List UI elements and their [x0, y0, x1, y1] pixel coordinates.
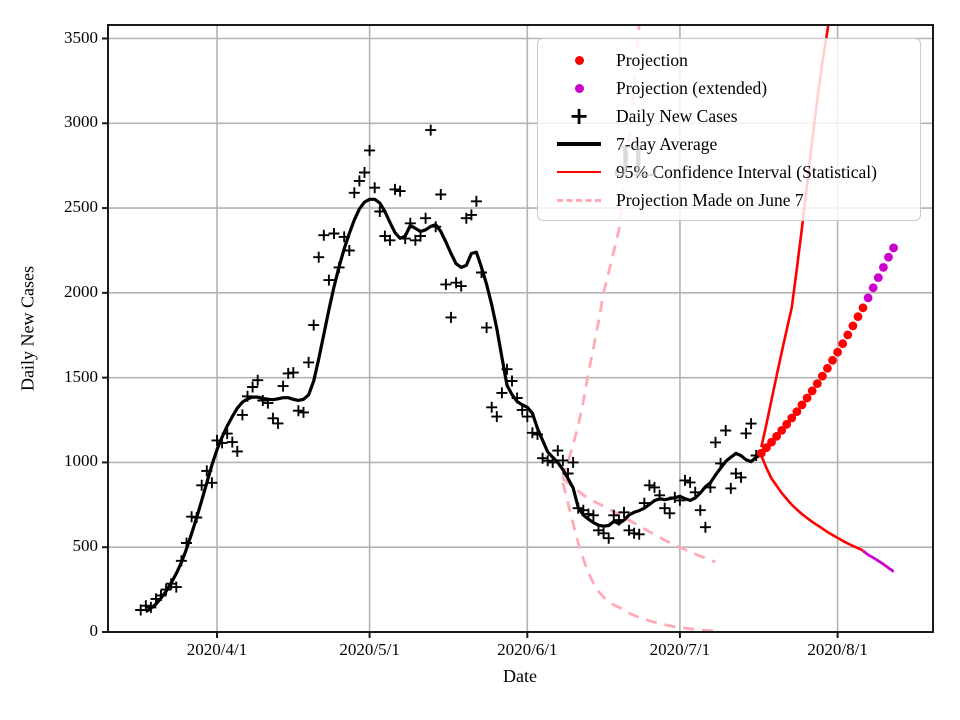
legend-item-confidence-interval: 95% Confidence Interval (Statistical) [538, 158, 920, 186]
y-tick-label: 1500 [64, 366, 98, 386]
legend-item-june7-projection: Projection Made on June 7 [538, 186, 920, 214]
legend-label: 95% Confidence Interval (Statistical) [616, 161, 877, 182]
series-ci-lower [760, 455, 864, 552]
legend-label: Projection [616, 49, 688, 70]
x-tick-label: 2020/5/1 [339, 640, 400, 659]
axes-spines [107, 24, 934, 633]
legend-item-7day-average: 7-day Average [538, 130, 920, 158]
series-june7-lower-ci [561, 482, 716, 632]
pink-dashed-line-icon [550, 198, 608, 202]
legend: Projection Projection (extended) + Daily… [537, 38, 921, 221]
series-projection [756, 303, 868, 458]
y-tick-label: 2000 [64, 281, 98, 301]
black-line-icon [550, 142, 608, 146]
plus-marker-icon: + [568, 102, 590, 130]
x-tick-label: 2020/8/1 [807, 640, 868, 659]
legend-label: Projection (extended) [616, 77, 768, 98]
x-tick-label: 2020/7/1 [649, 640, 711, 659]
series-june7-mid [562, 477, 717, 564]
red-line-icon [550, 170, 608, 174]
y-tick-label: 3500 [64, 27, 98, 47]
legend-item-daily-new-cases: + Daily New Cases [538, 102, 920, 130]
legend-label: 7-day Average [616, 133, 718, 154]
tick-marks [102, 37, 839, 638]
legend-item-projection-extended: Projection (extended) [538, 74, 920, 102]
projection-extended-dot-icon [550, 83, 608, 93]
x-tick-label: 2020/4/1 [186, 640, 248, 659]
projection-dot-icon [550, 55, 608, 65]
y-tick-label: 2500 [64, 197, 98, 217]
y-axis-title: Daily New Cases [17, 266, 38, 391]
legend-label: Daily New Cases [616, 105, 738, 126]
legend-label: Projection Made on June 7 [616, 189, 804, 210]
y-tick-label: 500 [72, 536, 99, 556]
series-projection-extended [863, 243, 898, 303]
series-daily-new-cases [135, 124, 762, 616]
x-tick-label: 2020/6/1 [497, 640, 558, 659]
y-tick-label: 1000 [64, 451, 98, 471]
legend-item-projection: Projection [538, 46, 920, 74]
series-ci-lower-extended [862, 549, 895, 573]
y-tick-label: 0 [89, 621, 99, 640]
x-axis-title: Date [503, 666, 537, 686]
watermark: JL [614, 135, 659, 186]
y-tick-label: 3000 [64, 112, 98, 132]
series-avg7 [144, 197, 763, 614]
